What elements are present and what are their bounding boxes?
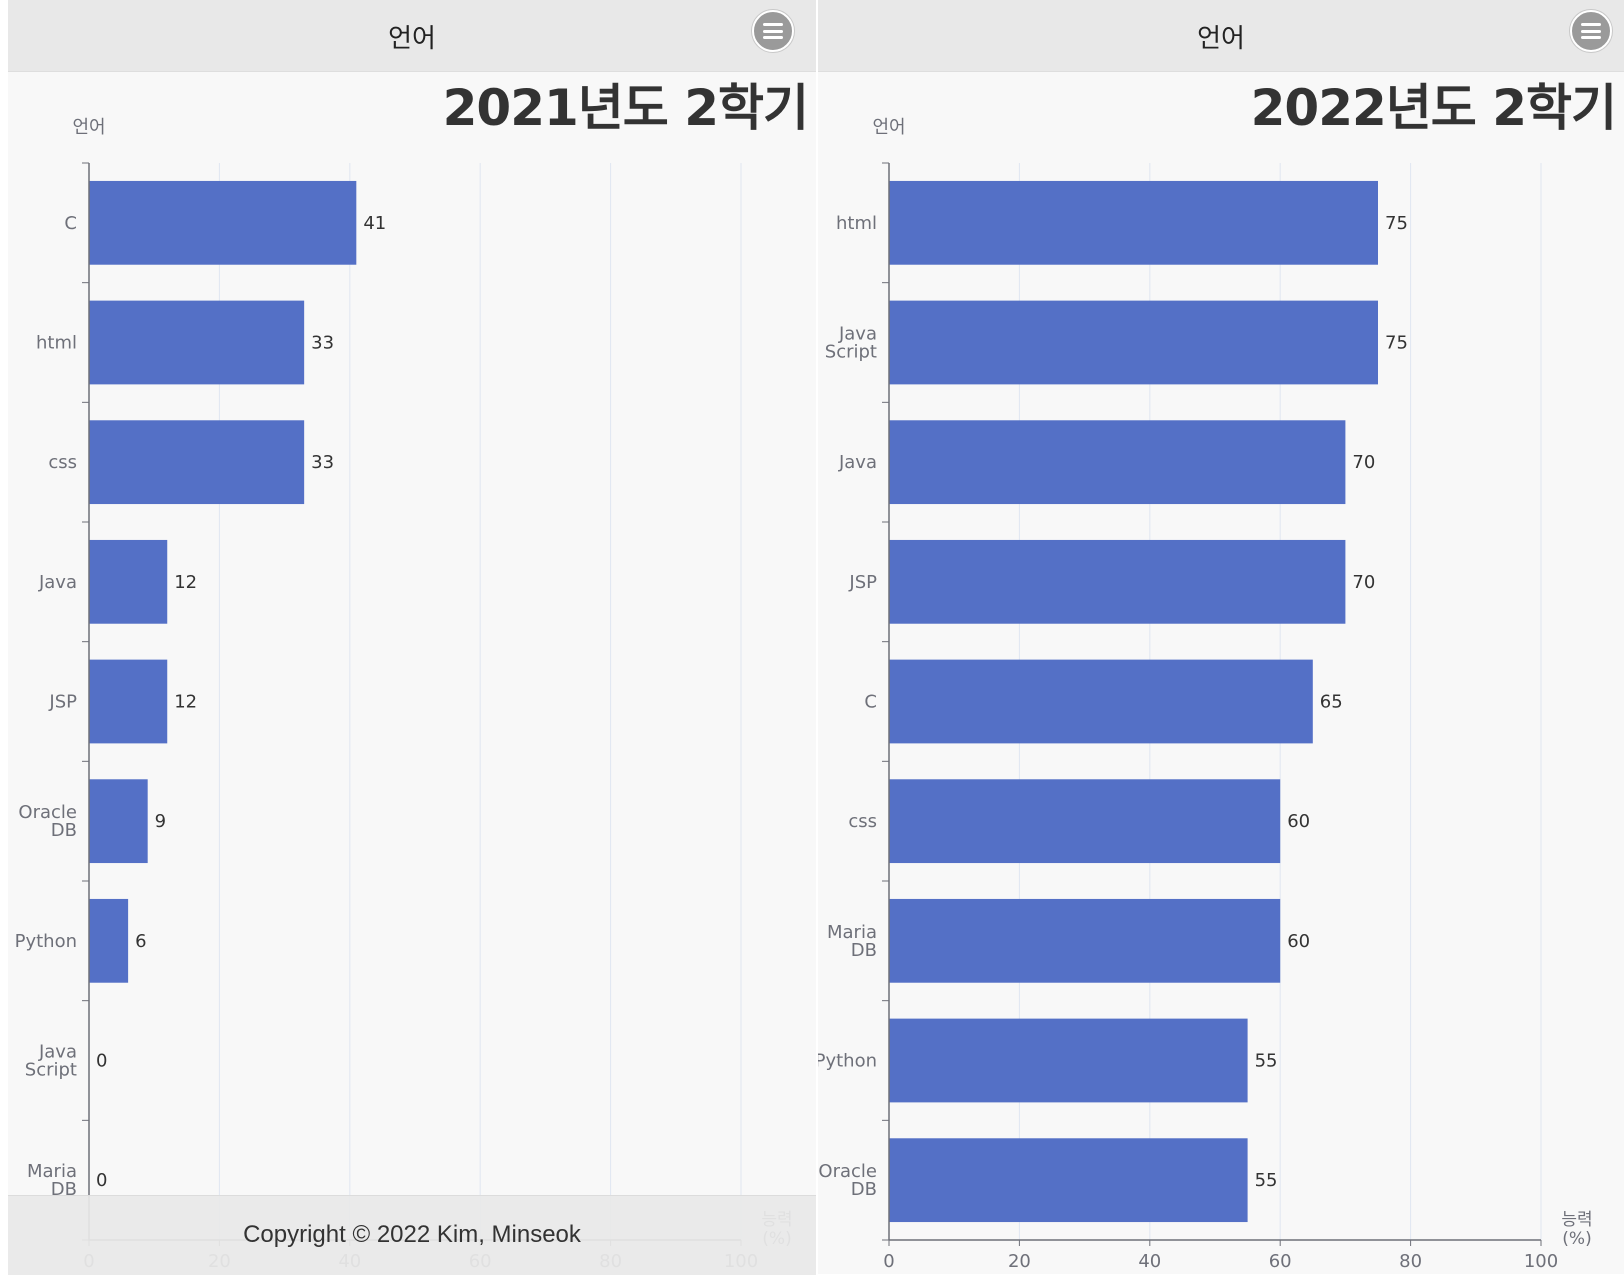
tick-label: 0 — [883, 1251, 894, 1272]
data-label: 0 — [96, 1170, 107, 1191]
category-label: C — [864, 692, 877, 713]
bar — [89, 779, 148, 864]
bar — [89, 659, 168, 744]
category-label: Java — [38, 572, 77, 593]
data-label: 6 — [135, 931, 146, 952]
header-title: 언어 — [1197, 24, 1245, 54]
menu-icon[interactable] — [1570, 10, 1612, 52]
data-label: 9 — [155, 811, 166, 832]
bar — [889, 420, 1346, 505]
data-label: 60 — [1287, 811, 1310, 832]
footer: Copyright © 2022 Kim, Minseok — [8, 1195, 816, 1275]
data-label: 12 — [174, 572, 197, 593]
copyright-text: Copyright © 2022 Kim, Minseok — [243, 1221, 581, 1248]
category-label: html — [36, 333, 77, 354]
bar — [89, 898, 129, 983]
data-label: 55 — [1255, 1051, 1278, 1072]
category-label: css — [48, 452, 77, 473]
category-label: Python — [15, 931, 77, 952]
bar — [889, 779, 1281, 864]
category-label: Java Script — [825, 324, 877, 363]
y-axis-name: 언어 — [872, 117, 905, 138]
tick-label: 80 — [1399, 1251, 1422, 1272]
bar — [889, 539, 1346, 624]
category-label: Maria DB — [27, 1161, 77, 1200]
bar — [889, 1018, 1248, 1103]
x-axis-name: 능력(%) — [1561, 1210, 1592, 1249]
bar — [889, 659, 1313, 744]
data-label: 70 — [1352, 452, 1375, 473]
panel-header: 언어 — [8, 0, 816, 72]
category-label: C — [64, 213, 77, 234]
tick-label: 20 — [1008, 1251, 1031, 1272]
category-label: Java — [838, 452, 877, 473]
category-label: Oracle DB — [18, 802, 77, 841]
bar — [889, 180, 1378, 265]
category-label: JSP — [48, 692, 77, 713]
bar — [889, 1138, 1248, 1223]
category-label: css — [848, 811, 877, 832]
data-label: 55 — [1255, 1170, 1278, 1191]
chart-title: 2022년도 2학기 — [1250, 79, 1617, 137]
data-label: 75 — [1385, 213, 1408, 234]
category-label: Maria DB — [827, 922, 877, 961]
data-label: 70 — [1352, 572, 1375, 593]
data-label: 60 — [1287, 931, 1310, 952]
category-label: Oracle DB — [818, 1161, 877, 1200]
tick-label: 40 — [1138, 1251, 1161, 1272]
category-label: JSP — [848, 572, 877, 593]
data-label: 33 — [311, 452, 334, 473]
chart-title: 2021년도 2학기 — [442, 79, 809, 137]
bar — [889, 300, 1378, 385]
header-title: 언어 — [388, 24, 436, 54]
data-label: 12 — [174, 692, 197, 713]
bar-chart-2022: 75 html 75 Java Script 70 Java 70 JSP 65 C 60 css 60 M… — [818, 117, 1593, 1272]
chart-panel-2022: 언어 2022년도 2학기 75 html 75 Java Script 70 Java 70… — [818, 0, 1624, 1274]
tick-label: 60 — [1269, 1251, 1292, 1272]
data-label: 75 — [1385, 333, 1408, 354]
category-label: Python — [818, 1051, 877, 1072]
tick-label: 100 — [1524, 1251, 1558, 1272]
bar — [89, 420, 305, 505]
panel-header: 언어 — [818, 0, 1624, 72]
bar — [89, 180, 357, 265]
bar-chart-2021: 41 C 33 html 33 css 12 Java 12 JSP 9 Oracle DB 6 Pytho… — [15, 117, 793, 1272]
chart-panel-2021: 언어 2021년도 2학기 41 C 33 html 33 css 12 Java 12 JSP 9… — [8, 0, 816, 1275]
category-label: Java Script — [25, 1042, 77, 1081]
data-label: 33 — [311, 333, 334, 354]
menu-icon[interactable] — [752, 10, 794, 52]
bar — [889, 898, 1281, 983]
category-label: html — [836, 213, 877, 234]
data-label: 65 — [1320, 692, 1343, 713]
data-label: 41 — [363, 213, 386, 234]
bar — [89, 539, 168, 624]
bar — [89, 300, 305, 385]
data-label: 0 — [96, 1051, 107, 1072]
y-axis-name: 언어 — [72, 117, 105, 138]
